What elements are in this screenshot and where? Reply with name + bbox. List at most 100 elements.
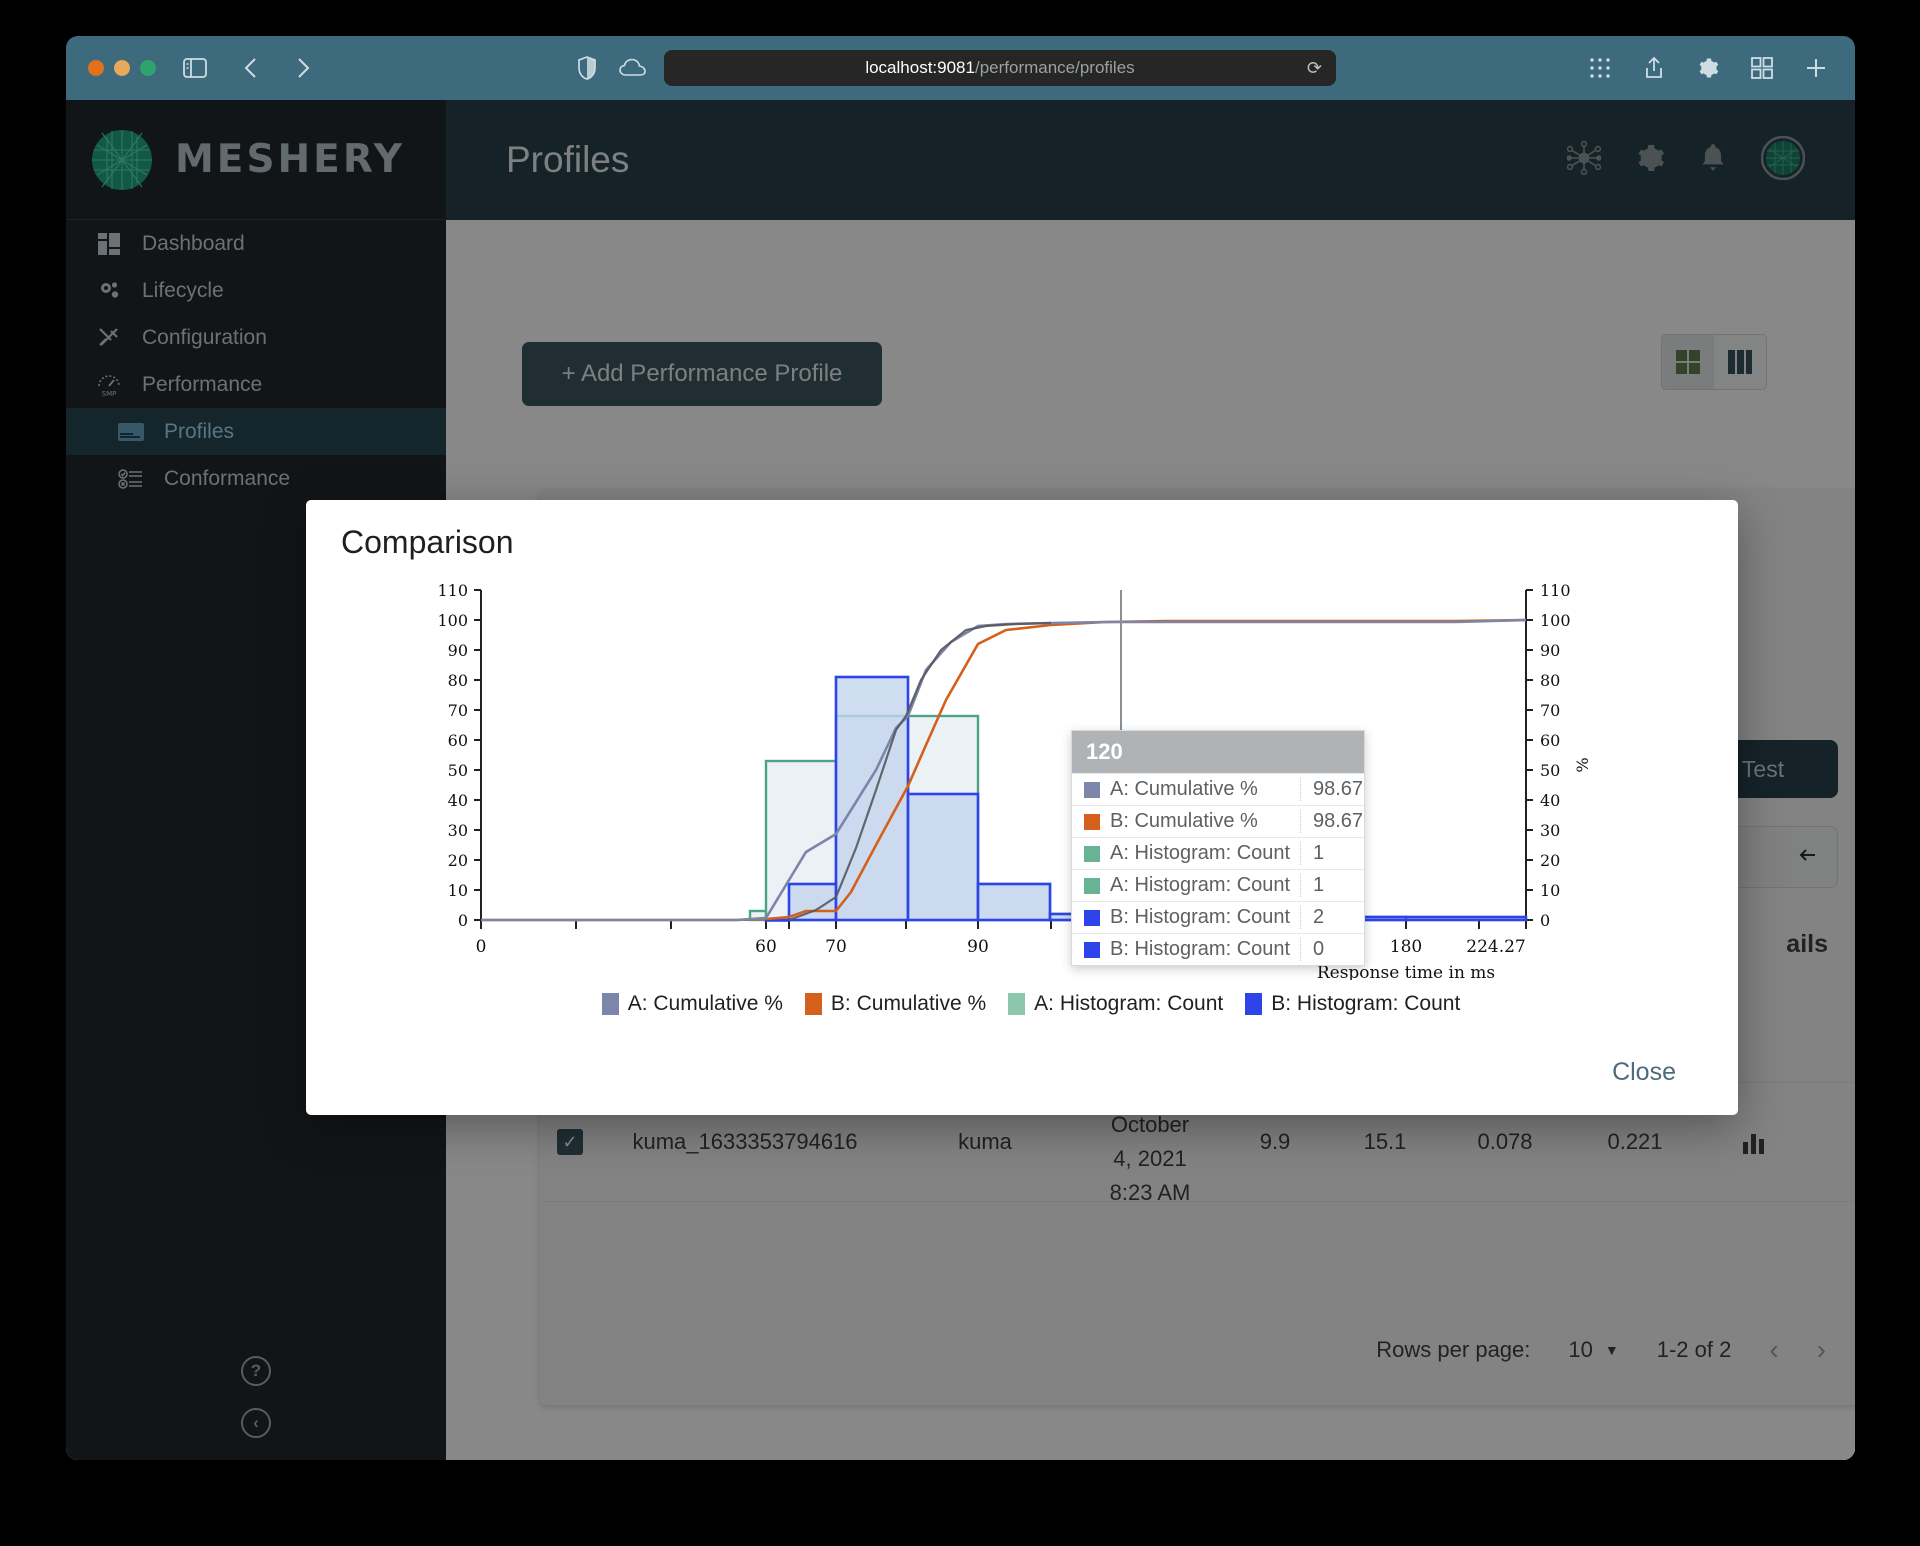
- back-arrow-icon[interactable]: [234, 51, 268, 85]
- minimize-window-button[interactable]: [114, 60, 130, 76]
- sidebar-item-label: Configuration: [142, 325, 267, 349]
- tooltip-value: 1: [1300, 842, 1364, 865]
- svg-text:10: 10: [448, 881, 468, 900]
- shield-icon[interactable]: [570, 51, 604, 85]
- add-performance-profile-button[interactable]: + Add Performance Profile: [522, 342, 882, 406]
- tooltip-label: A: Cumulative %: [1110, 778, 1258, 800]
- tooltip-label: A: Histogram: Count: [1110, 842, 1291, 864]
- tooltip-swatch: [1084, 813, 1100, 830]
- share-icon[interactable]: [1637, 51, 1671, 85]
- checkbox-checked-icon[interactable]: ✓: [557, 1129, 583, 1155]
- url-host: localhost:9081: [865, 58, 975, 77]
- chevron-right-icon[interactable]: ›: [1816, 1334, 1826, 1365]
- mesh-topology-icon[interactable]: [1566, 140, 1602, 180]
- cell-value-4: 0.221: [1607, 1129, 1663, 1154]
- sidebar-item-dashboard[interactable]: Dashboard: [66, 220, 446, 267]
- legend-swatch: [1008, 993, 1026, 1015]
- url-bar[interactable]: localhost:9081/performance/profiles ⟳: [664, 50, 1336, 86]
- chart-tooltip: 120 A: Cumulative % 98.67 B: Cumulative …: [1071, 730, 1365, 966]
- sidebar-item-label: Performance: [142, 372, 263, 396]
- cloud-icon[interactable]: [616, 51, 650, 85]
- cell-mesh: kuma: [958, 1129, 1012, 1154]
- sidebar-item-configuration[interactable]: Configuration: [66, 314, 446, 361]
- tooltip-label: A: Histogram: Count: [1110, 874, 1291, 896]
- svg-text:70: 70: [448, 701, 468, 720]
- profiles-icon: [118, 419, 144, 445]
- table-view-icon[interactable]: [1714, 335, 1766, 389]
- forward-arrow-icon[interactable]: [286, 51, 320, 85]
- sidebar-toggle-icon[interactable]: [178, 51, 212, 85]
- tooltip-value: 98.67: [1300, 810, 1364, 833]
- lifecycle-gears-icon: [96, 278, 122, 304]
- chevron-down-icon[interactable]: ▼: [1604, 1342, 1619, 1358]
- tooltip-swatch: [1084, 941, 1100, 958]
- sidebar-bottom-actions: ? ‹: [66, 1356, 446, 1460]
- dialog-title: Comparison: [341, 524, 514, 560]
- svg-text:40: 40: [1540, 791, 1560, 810]
- rows-per-page-select[interactable]: 10 ▼: [1568, 1337, 1618, 1363]
- collapse-sidebar-button[interactable]: ‹: [241, 1408, 271, 1438]
- header-actions: [1566, 100, 1806, 220]
- sidebar-item-profiles[interactable]: Profiles: [66, 408, 446, 455]
- gear-icon[interactable]: [1691, 51, 1725, 85]
- series-a-cumulative-shadow: [788, 621, 1052, 922]
- page-header: Profiles: [446, 100, 1855, 220]
- tooltip-swatch: [1084, 845, 1100, 862]
- svg-text:70: 70: [1540, 701, 1560, 720]
- svg-text:SMP: SMP: [102, 390, 117, 397]
- browser-toolbar-right: [1583, 36, 1837, 100]
- chart-svg: 110 100 90 80 70 60 50 40 30 20 10 0: [437, 581, 1592, 980]
- legend-item-b-cumulative[interactable]: B: Cumulative %: [804, 992, 986, 1016]
- maximize-window-button[interactable]: [140, 60, 156, 76]
- svg-text:90: 90: [448, 641, 468, 660]
- comparison-dialog: Comparison: [306, 500, 1738, 1115]
- svg-text:0: 0: [1540, 911, 1550, 930]
- close-window-button[interactable]: [88, 60, 104, 76]
- browser-titlebar: localhost:9081/performance/profiles ⟳: [66, 36, 1855, 100]
- svg-text:40: 40: [448, 791, 468, 810]
- legend-item-a-cumulative[interactable]: A: Cumulative %: [601, 992, 783, 1016]
- grid-view-icon[interactable]: [1662, 335, 1714, 389]
- legend-item-b-histogram[interactable]: B: Histogram: Count: [1245, 992, 1460, 1016]
- bar-chart-icon[interactable]: [1700, 1130, 1810, 1154]
- search-icon[interactable]: [1795, 843, 1819, 872]
- legend-label: A: Histogram: Count: [1034, 992, 1224, 1015]
- legend-label: A: Cumulative %: [627, 992, 783, 1015]
- svg-text:80: 80: [1540, 671, 1560, 690]
- svg-text:30: 30: [448, 821, 468, 840]
- help-button[interactable]: ?: [241, 1356, 271, 1386]
- gear-icon[interactable]: [1635, 143, 1665, 178]
- avatar[interactable]: [1760, 135, 1806, 185]
- close-button[interactable]: Close: [1612, 1058, 1676, 1086]
- row-checkbox[interactable]: ✓: [540, 1129, 600, 1155]
- window-controls[interactable]: [88, 60, 156, 76]
- reload-icon[interactable]: ⟳: [1306, 58, 1322, 78]
- tooltip-label: B: Cumulative %: [1110, 810, 1258, 832]
- right-axis-title: %: [1573, 757, 1592, 772]
- cell-value-3: 0.078: [1477, 1129, 1533, 1154]
- legend-item-a-histogram[interactable]: A: Histogram: Count: [1008, 992, 1223, 1016]
- cell-profile-name: kuma_1633353794616: [632, 1129, 858, 1154]
- sidebar-item-conformance[interactable]: Conformance: [66, 455, 446, 502]
- tooltip-swatch: [1084, 781, 1100, 798]
- sidebar-item-performance[interactable]: SMP Performance: [66, 361, 446, 408]
- configuration-tools-icon: [96, 325, 122, 351]
- xtick-0: 0: [476, 937, 487, 957]
- table-pagination: Rows per page: 10 ▼ 1-2 of 2 ‹ ›: [540, 1295, 1855, 1405]
- chart-legend: A: Cumulative % B: Cumulative % A: Histo…: [406, 992, 1656, 1016]
- tab-overview-icon[interactable]: [1745, 51, 1779, 85]
- performance-gauge-smp-icon: SMP: [96, 372, 122, 398]
- table-row[interactable]: ✓ kuma_1633353794616 kuma Monday, Octobe…: [540, 1078, 1855, 1205]
- view-toggle[interactable]: [1661, 334, 1767, 390]
- chevron-left-icon[interactable]: ‹: [1769, 1334, 1779, 1365]
- svg-text:90: 90: [1540, 641, 1560, 660]
- brand-logo-row[interactable]: MESHERY: [66, 100, 446, 220]
- xtick-180: 180: [1390, 937, 1422, 957]
- sidebar-item-label: Dashboard: [142, 231, 245, 255]
- new-tab-icon[interactable]: [1799, 51, 1833, 85]
- sidebar-item-lifecycle[interactable]: Lifecycle: [66, 267, 446, 314]
- apps-grid-icon[interactable]: [1583, 51, 1617, 85]
- bell-icon[interactable]: [1699, 143, 1727, 178]
- tooltip-row: A: Histogram: Count 1: [1072, 869, 1364, 901]
- conformance-icon: [118, 466, 144, 492]
